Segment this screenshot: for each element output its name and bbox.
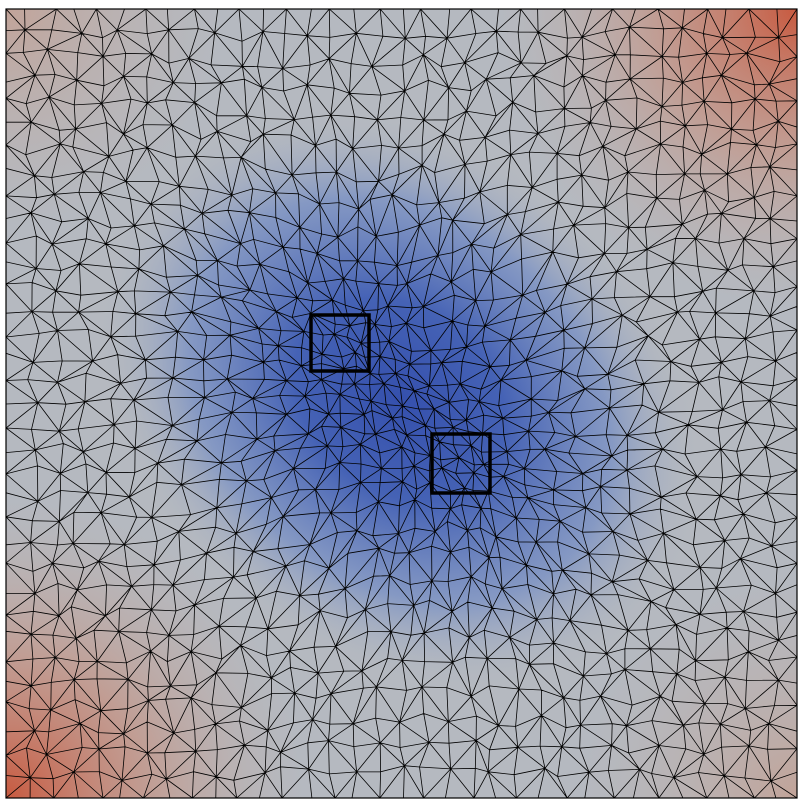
field [6,9,797,798]
mesh-edges [6,9,797,798]
domain-border [5,8,798,799]
obstacle [309,313,371,373]
obstacle [430,432,492,495]
